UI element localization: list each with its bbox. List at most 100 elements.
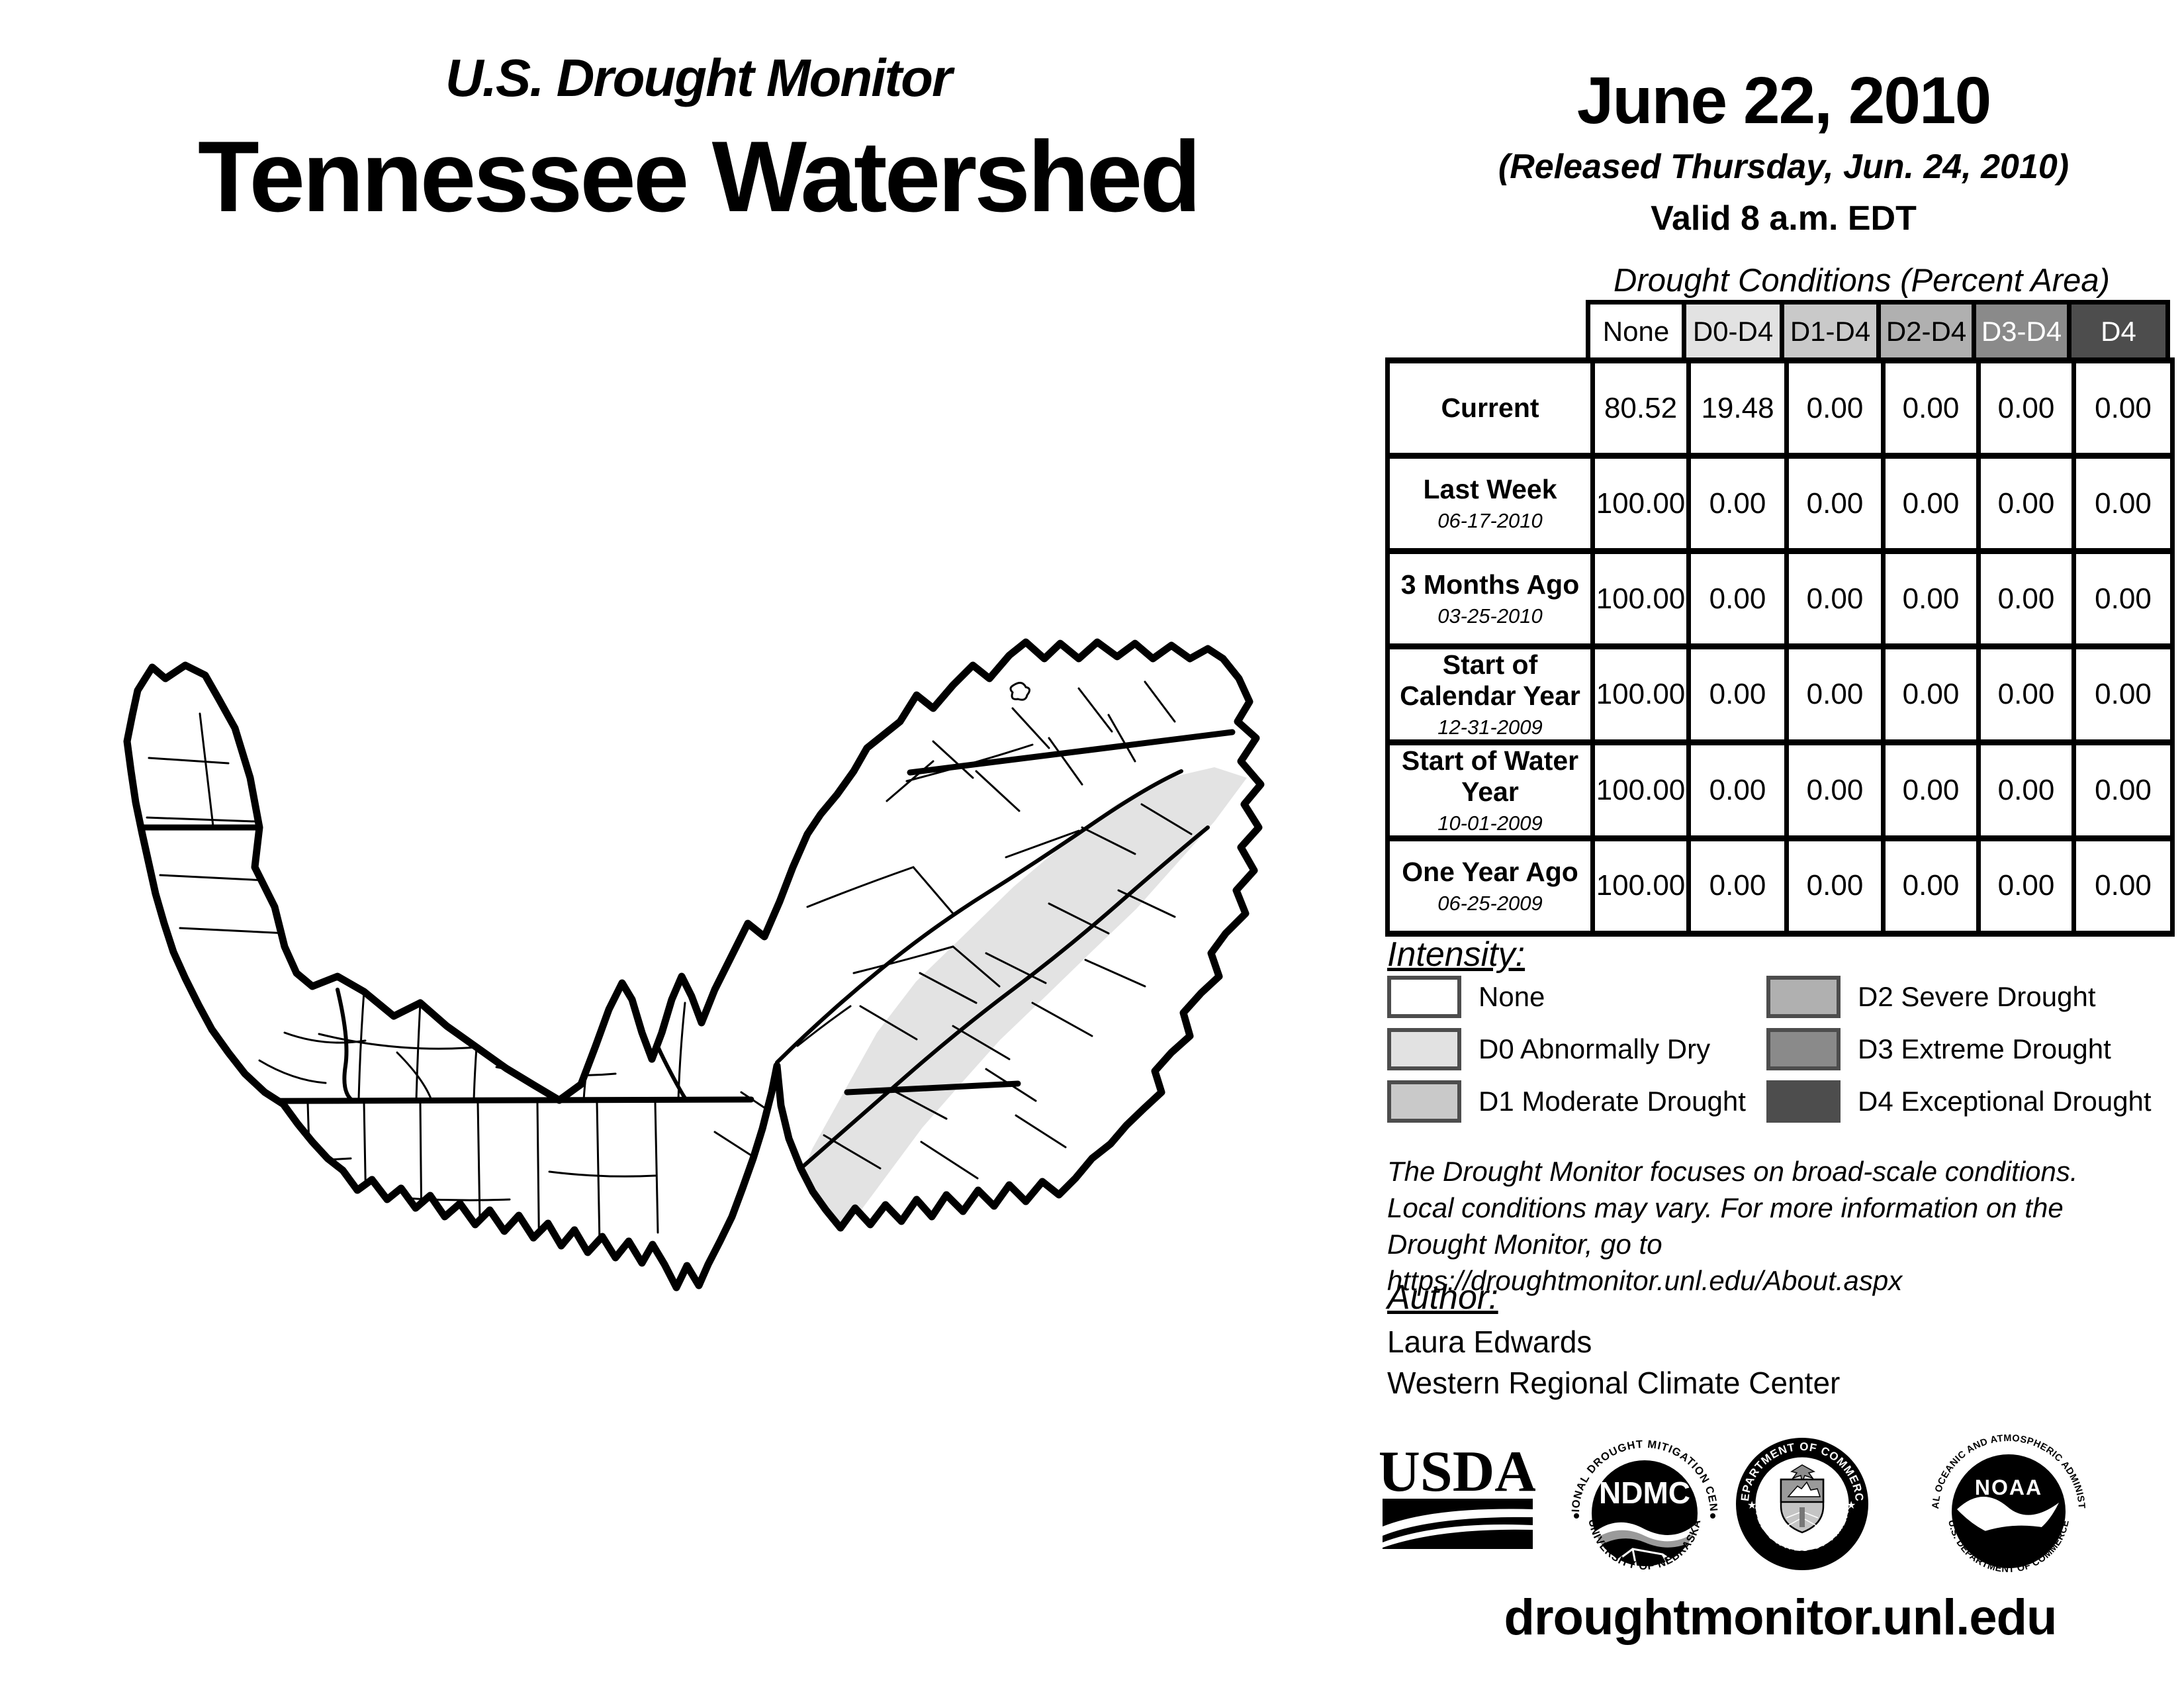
column-header-d4: D4 [2067, 300, 2170, 363]
usda-logo-text: USDA [1380, 1443, 1535, 1504]
table-row: One Year Ago 06-25-2009 100.00 0.00 0.00 0.00… [1385, 835, 2175, 937]
row-date: 12-31-2009 [1437, 716, 1543, 739]
value-cell: 0.00 [1881, 548, 1981, 649]
value-cell: 100.00 [1590, 835, 1691, 937]
row-date: 03-25-2010 [1437, 604, 1543, 628]
value-cell: 0.00 [1784, 835, 1886, 937]
value-cell: 0.00 [1784, 643, 1886, 745]
page-title: Tennessee Watershed [197, 120, 1201, 233]
row-date: 06-17-2010 [1437, 509, 1543, 533]
legend-label: None [1479, 980, 1545, 1012]
ndmc-logo: NDMC NATIONAL DROUGHT MITIGATION CENTER … [1570, 1435, 1719, 1572]
table-row: Current 80.52 19.48 0.00 0.00 0.00 0.00 [1385, 357, 2175, 459]
table-row: Last Week 06-17-2010 100.00 0.00 0.00 0.00 0.0… [1385, 453, 2175, 554]
value-cell: 0.00 [1784, 739, 1886, 841]
row-label: 3 Months Ago 03-25-2010 [1385, 548, 1595, 649]
map-date: June 22, 2010 [1576, 64, 1991, 138]
release-date: (Released Thursday, Jun. 24, 2010) [1498, 148, 2070, 186]
intensity-heading: Intensity: [1387, 935, 1525, 974]
value-cell: 0.00 [1686, 453, 1789, 554]
conditions-header-row: None D0-D4 D1-D4 D2-D4 D3-D4 D4 [1586, 300, 2170, 363]
value-cell: 19.48 [1686, 357, 1789, 459]
legend-item: D4 Exceptional Drought [1766, 1075, 2168, 1127]
legend-swatch [1387, 1080, 1461, 1123]
value-cell: 0.00 [1686, 835, 1789, 937]
legend-swatch [1387, 1027, 1461, 1070]
author-name: Laura Edwards [1387, 1325, 1592, 1359]
value-cell: 100.00 [1590, 548, 1691, 649]
row-label: One Year Ago 06-25-2009 [1385, 835, 1595, 937]
column-header-d0-d4: D0-D4 [1682, 300, 1784, 363]
legend-item: D0 Abnormally Dry [1387, 1023, 1766, 1075]
legend-item: D1 Moderate Drought [1387, 1075, 1766, 1127]
table-row: Start of Water Year 10-01-2009 100.00 0.00 0… [1385, 739, 2175, 841]
value-cell: 0.00 [1881, 643, 1981, 745]
column-header-d2-d4: D2-D4 [1876, 300, 1976, 363]
author-org: Western Regional Climate Center [1387, 1366, 1841, 1400]
table-row: Start of Calendar Year 12-31-2009 100.00 0.… [1385, 643, 2175, 745]
row-label: Start of Calendar Year 12-31-2009 [1385, 643, 1595, 745]
noaa-logo: NOAA NATIONAL OCEANIC AND ATMOSPHERIC AD… [1929, 1429, 2087, 1575]
drought-table-title: Drought Conditions (Percent Area) [1614, 263, 2110, 299]
value-cell: 100.00 [1590, 453, 1691, 554]
report-kicker: U.S. Drought Monitor [445, 48, 952, 107]
value-cell: 0.00 [1784, 453, 1886, 554]
value-cell: 0.00 [1976, 739, 2076, 841]
commerce-star-left: ★ [1747, 1500, 1756, 1511]
value-cell: 0.00 [1881, 739, 1981, 841]
legend-label: D2 Severe Drought [1858, 980, 2096, 1012]
disclaimer-line-3: Drought Monitor, go to https://droughtmo… [1387, 1229, 1903, 1297]
column-header-none: None [1586, 300, 1686, 363]
row-date: 06-25-2009 [1437, 892, 1543, 915]
value-cell: 0.00 [1976, 453, 2076, 554]
commerce-seal: DEPARTMENT OF COMMERCE UNITED STATES OF … [1733, 1433, 1868, 1570]
value-cell: 0.00 [1686, 739, 1789, 841]
value-cell: 0.00 [1976, 643, 2076, 745]
legend-label: D0 Abnormally Dry [1479, 1033, 1711, 1064]
noaa-logo-text: NOAA [1975, 1476, 2042, 1499]
value-cell: 0.00 [2071, 835, 2175, 937]
lake-loop [1009, 682, 1030, 701]
value-cell: 0.00 [2071, 453, 2175, 554]
value-cell: 0.00 [2071, 739, 2175, 841]
row-label: Start of Water Year 10-01-2009 [1385, 739, 1595, 841]
value-cell: 0.00 [1881, 357, 1981, 459]
author-heading: Author: [1387, 1278, 1498, 1317]
value-cell: 0.00 [2071, 643, 2175, 745]
value-cell: 0.00 [1881, 835, 1981, 937]
value-cell: 80.52 [1590, 357, 1691, 459]
value-cell: 0.00 [2071, 548, 2175, 649]
watershed-outline [127, 642, 1261, 1288]
legend-swatch [1766, 1080, 1841, 1123]
row-label: Last Week 06-17-2010 [1385, 453, 1595, 554]
disclaimer-line-2: Local conditions may vary. For more info… [1387, 1192, 2064, 1224]
column-header-d1-d4: D1-D4 [1780, 300, 1881, 363]
legend-label: D1 Moderate Drought [1479, 1085, 1746, 1117]
disclaimer: The Drought Monitor focuses on broad-sca… [1387, 1153, 2168, 1299]
value-cell: 100.00 [1590, 739, 1691, 841]
table-row: 3 Months Ago 03-25-2010 100.00 0.00 0.00 0.00… [1385, 548, 2175, 649]
value-cell: 0.00 [1686, 548, 1789, 649]
watershed-map [86, 629, 1343, 1344]
value-cell: 100.00 [1590, 643, 1691, 745]
usda-logo: USDA [1380, 1443, 1535, 1549]
legend-item: None [1387, 970, 1766, 1023]
commerce-star-right: ★ [1846, 1500, 1856, 1511]
value-cell: 0.00 [1784, 357, 1886, 459]
row-date: 10-01-2009 [1437, 812, 1543, 835]
legend-label: D3 Extreme Drought [1858, 1033, 2111, 1064]
value-cell: 0.00 [1976, 357, 2076, 459]
d0-region [773, 767, 1247, 1288]
row-label: Current [1385, 357, 1595, 459]
value-cell: 0.00 [1976, 835, 2076, 937]
legend-item: D2 Severe Drought [1766, 970, 2168, 1023]
site-url: droughtmonitor.unl.edu [1504, 1589, 2058, 1646]
legend-swatch [1766, 975, 1841, 1018]
valid-time: Valid 8 a.m. EDT [1651, 199, 1917, 238]
value-cell: 0.00 [1976, 548, 2076, 649]
legend-item: D3 Extreme Drought [1766, 1023, 2168, 1075]
value-cell: 0.00 [1784, 548, 1886, 649]
value-cell: 0.00 [1881, 453, 1981, 554]
legend-label: D4 Exceptional Drought [1858, 1085, 2152, 1117]
